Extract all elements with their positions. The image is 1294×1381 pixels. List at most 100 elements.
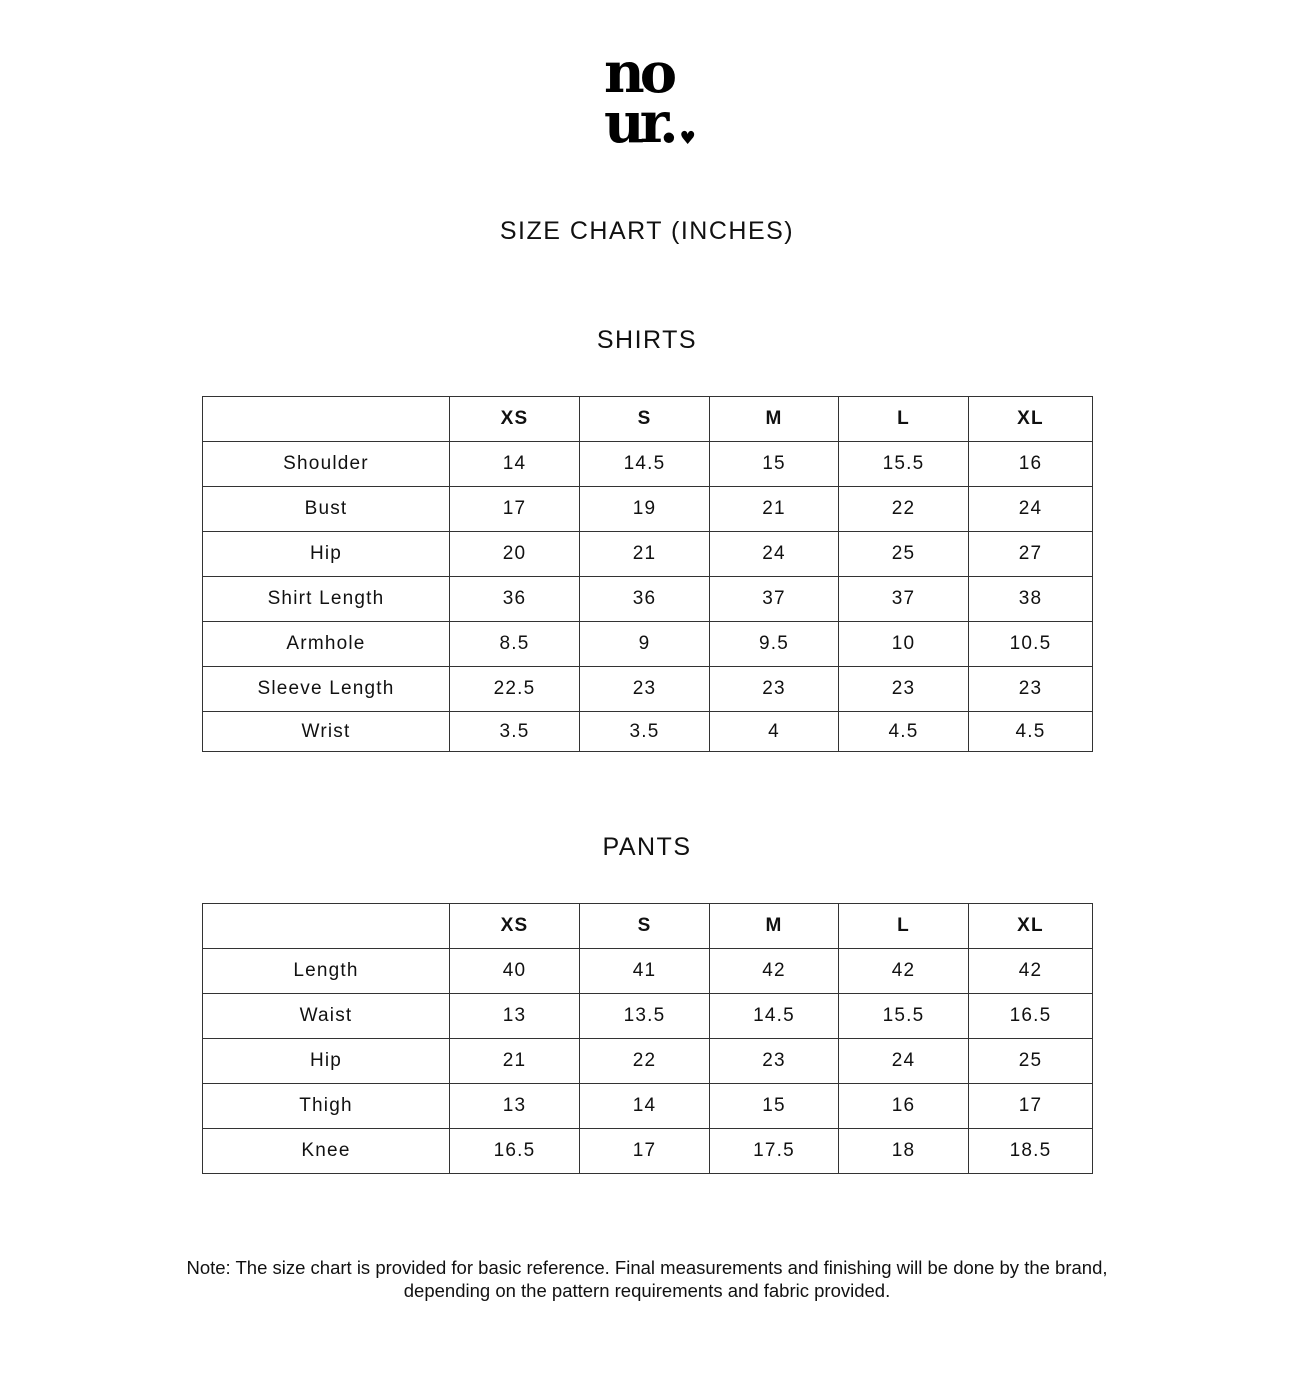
- size-header-s: S: [579, 396, 710, 442]
- table-row: Bust 17 19 21 22 24: [202, 486, 1093, 532]
- measurement-label: Waist: [202, 993, 450, 1039]
- measurement-value: 42: [709, 948, 839, 994]
- measurement-value: 17: [579, 1128, 710, 1174]
- measurement-value: 18: [838, 1128, 969, 1174]
- measurement-value: 17: [968, 1083, 1093, 1129]
- measurement-value: 14: [579, 1083, 710, 1129]
- table-row: Sleeve Length 22.5 23 23 23 23: [202, 666, 1093, 712]
- pants-size-table: XS S M L XL Length 40 41 42 42 42 Waist 13 13.5 14.5 15…: [202, 903, 1093, 1174]
- logo-row-1: no: [604, 40, 704, 106]
- measurement-label: Bust: [202, 486, 450, 532]
- measurement-value: 24: [968, 486, 1093, 532]
- measurement-value: 10.5: [968, 621, 1093, 667]
- measurement-label: Sleeve Length: [202, 666, 450, 712]
- table-row: Shirt Length 36 36 37 37 38: [202, 576, 1093, 622]
- size-header-l: L: [838, 903, 969, 949]
- measurement-value: 22: [838, 486, 969, 532]
- measurement-value: 14.5: [709, 993, 839, 1039]
- measurement-label: Hip: [202, 531, 450, 577]
- table-row: Thigh 13 14 15 16 17: [202, 1083, 1093, 1129]
- measurement-value: 37: [709, 576, 839, 622]
- size-header-xs: XS: [449, 396, 580, 442]
- measurement-value: 21: [579, 531, 710, 577]
- measurement-value: 14.5: [579, 441, 710, 487]
- measurement-value: 14: [449, 441, 580, 487]
- logo-line-2: ur.: [604, 90, 679, 156]
- measurement-label: Thigh: [202, 1083, 450, 1129]
- size-header-xs: XS: [449, 903, 580, 949]
- measurement-value: 40: [449, 948, 580, 994]
- size-header-m: M: [709, 903, 839, 949]
- size-header-m: M: [709, 396, 839, 442]
- measurement-value: 23: [709, 666, 839, 712]
- table-row: Shoulder 14 14.5 15 15.5 16: [202, 441, 1093, 487]
- measurement-value: 41: [579, 948, 710, 994]
- measurement-value: 19: [579, 486, 710, 532]
- measurement-value: 13: [449, 993, 580, 1039]
- measurement-value: 16: [838, 1083, 969, 1129]
- measurement-value: 25: [968, 1038, 1093, 1084]
- disclaimer-note: Note: The size chart is provided for bas…: [186, 1257, 1108, 1301]
- measurement-value: 23: [709, 1038, 839, 1084]
- measurement-label: Hip: [202, 1038, 450, 1084]
- header-row: XS S M L XL: [202, 396, 1093, 442]
- table-row: Armhole 8.5 9 9.5 10 10.5: [202, 621, 1093, 667]
- measurement-value: 4.5: [968, 711, 1093, 752]
- measurement-value: 10: [838, 621, 969, 667]
- measurement-label: Knee: [202, 1128, 450, 1174]
- measurement-value: 22.5: [449, 666, 580, 712]
- table-row: Hip 21 22 23 24 25: [202, 1038, 1093, 1084]
- measurement-value: 9: [579, 621, 710, 667]
- measurement-value: 25: [838, 531, 969, 577]
- shirts-heading: SHIRTS: [596, 326, 698, 354]
- measurement-value: 42: [968, 948, 1093, 994]
- measurement-value: 13: [449, 1083, 580, 1129]
- measurement-value: 21: [449, 1038, 580, 1084]
- header-blank-cell: [202, 396, 450, 442]
- measurement-value: 23: [968, 666, 1093, 712]
- measurement-value: 15: [709, 441, 839, 487]
- measurement-value: 23: [838, 666, 969, 712]
- table-row: Wrist 3.5 3.5 4 4.5 4.5: [202, 711, 1093, 752]
- measurement-label: Shirt Length: [202, 576, 450, 622]
- measurement-value: 20: [449, 531, 580, 577]
- brand-logo: no ur. ♥: [604, 40, 704, 156]
- table-row: Knee 16.5 17 17.5 18 18.5: [202, 1128, 1093, 1174]
- measurement-value: 3.5: [579, 711, 710, 752]
- measurement-value: 24: [709, 531, 839, 577]
- measurement-value: 36: [449, 576, 580, 622]
- measurement-value: 8.5: [449, 621, 580, 667]
- measurement-label: Shoulder: [202, 441, 450, 487]
- measurement-value: 18.5: [968, 1128, 1093, 1174]
- measurement-value: 17: [449, 486, 580, 532]
- table-row: Length 40 41 42 42 42: [202, 948, 1093, 994]
- table-row: Waist 13 13.5 14.5 15.5 16.5: [202, 993, 1093, 1039]
- measurement-label: Armhole: [202, 621, 450, 667]
- measurement-value: 23: [579, 666, 710, 712]
- logo-row-2: ur. ♥: [604, 90, 704, 156]
- measurement-value: 4.5: [838, 711, 969, 752]
- measurement-value: 4: [709, 711, 839, 752]
- shirts-size-table: XS S M L XL Shoulder 14 14.5 15 15.5 16 Bust 17 19 21 2…: [202, 396, 1093, 752]
- measurement-value: 15: [709, 1083, 839, 1129]
- size-header-xl: XL: [968, 903, 1093, 949]
- measurement-value: 9.5: [709, 621, 839, 667]
- measurement-value: 27: [968, 531, 1093, 577]
- page-title: SIZE CHART (INCHES): [499, 217, 795, 245]
- measurement-value: 24: [838, 1038, 969, 1084]
- measurement-value: 16.5: [968, 993, 1093, 1039]
- size-header-l: L: [838, 396, 969, 442]
- measurement-value: 17.5: [709, 1128, 839, 1174]
- measurement-label: Wrist: [202, 711, 450, 752]
- heart-icon: ♥: [679, 128, 696, 149]
- measurement-value: 42: [838, 948, 969, 994]
- logo-line-1: no: [604, 40, 677, 106]
- header-row: XS S M L XL: [202, 903, 1093, 949]
- measurement-value: 22: [579, 1038, 710, 1084]
- size-header-s: S: [579, 903, 710, 949]
- table-row: Hip 20 21 24 25 27: [202, 531, 1093, 577]
- measurement-value: 13.5: [579, 993, 710, 1039]
- measurement-value: 36: [579, 576, 710, 622]
- header-blank-cell: [202, 903, 450, 949]
- measurement-value: 16.5: [449, 1128, 580, 1174]
